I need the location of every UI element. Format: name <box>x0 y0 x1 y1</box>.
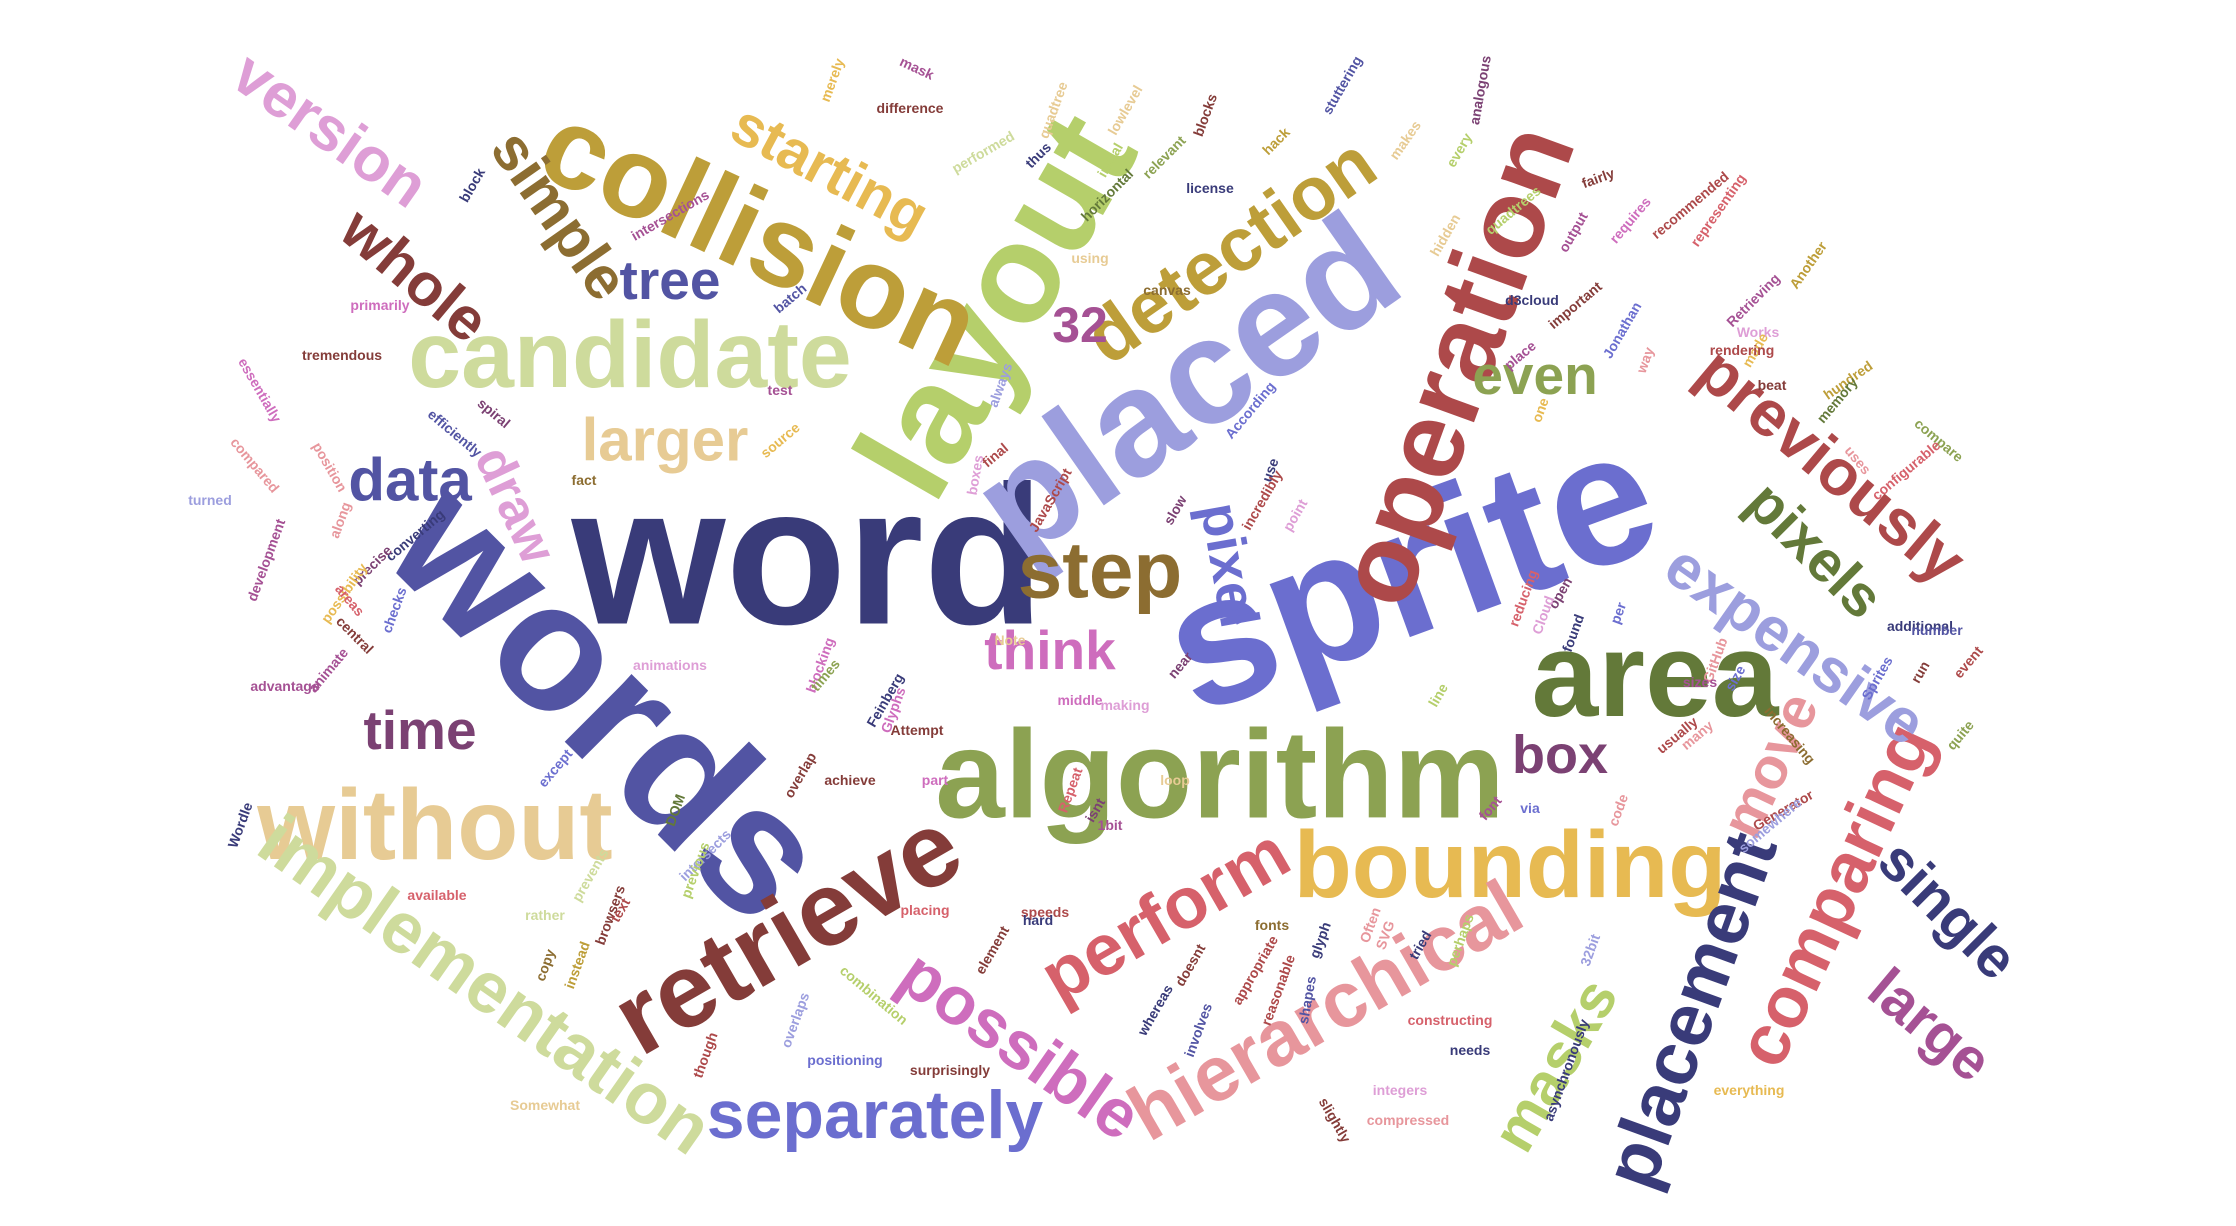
word-animate: animate <box>305 644 351 695</box>
word-per: per <box>1607 600 1630 626</box>
word-algorithm: algorithm <box>935 706 1504 845</box>
word-run: run <box>1907 658 1932 686</box>
word-primarily: primarily <box>350 297 409 313</box>
word-version: version <box>220 38 440 221</box>
word-blocks: blocks <box>1190 91 1220 138</box>
word-block: block <box>456 165 488 205</box>
word-without: without <box>256 769 612 881</box>
word-candidate: candidate <box>408 302 851 408</box>
word-way: way <box>1633 345 1658 376</box>
word-using: using <box>1071 250 1108 266</box>
word-compared: compared <box>227 434 282 496</box>
word-part: part <box>922 772 949 788</box>
word-attempt: Attempt <box>891 722 944 738</box>
word-1bit: 1bit <box>1098 817 1123 833</box>
word-needs: needs <box>1450 1042 1491 1058</box>
word-development: development <box>244 516 289 603</box>
word-sizes: sizes <box>1683 674 1717 690</box>
word-copy: copy <box>532 947 558 983</box>
word-tremendous: tremendous <box>302 347 382 363</box>
word-everything: everything <box>1714 1082 1785 1098</box>
word-hack: hack <box>1259 124 1293 158</box>
word-d3cloud: d3cloud <box>1505 292 1559 308</box>
word-quite: quite <box>1943 717 1977 753</box>
word-step: step <box>1018 526 1183 615</box>
word-loop: loop <box>1160 772 1190 788</box>
word-data: data <box>348 447 472 514</box>
word-area: area <box>1532 608 1780 742</box>
word-somewhat: Somewhat <box>510 1097 580 1113</box>
word-fact: fact <box>572 472 597 488</box>
word-additional: additional <box>1887 618 1953 634</box>
word-lowlevel: lowlevel <box>1104 82 1145 137</box>
word-separately: separately <box>707 1077 1044 1153</box>
word-makes: makes <box>1386 117 1424 162</box>
word-bounding: bounding <box>1294 812 1727 918</box>
word-position: position <box>309 439 350 494</box>
word-works: Works <box>1737 324 1780 340</box>
word-placing: placing <box>900 902 949 918</box>
word-canvas: canvas <box>1143 282 1191 298</box>
word-whereas: whereas <box>1134 982 1176 1040</box>
word-element: element <box>972 923 1012 977</box>
word-stuttering: stuttering <box>1319 53 1365 117</box>
word-32: 32 <box>1052 297 1108 353</box>
word-essentially: essentially <box>235 355 285 425</box>
word-positioning: positioning <box>807 1052 882 1068</box>
word-compressed: compressed <box>1367 1112 1449 1128</box>
word-rather: rather <box>525 907 565 923</box>
word-use: use <box>1258 456 1281 484</box>
word-available: available <box>407 887 466 903</box>
word-surprisingly: surprisingly <box>910 1062 990 1078</box>
word-boxes: boxes <box>964 453 987 496</box>
word-wordle: Wordle <box>224 800 255 850</box>
word-time: time <box>363 699 476 761</box>
word-tree: tree <box>620 249 721 311</box>
word-integers: integers <box>1373 1082 1428 1098</box>
word-instead: instead <box>561 939 593 991</box>
word-via: via <box>1520 800 1540 816</box>
word-box: box <box>1512 725 1608 785</box>
word-beat: beat <box>1758 377 1787 393</box>
word-animations: animations <box>633 657 707 673</box>
word-another: Another <box>1786 238 1830 292</box>
word-jonathan: Jonathan <box>1600 299 1645 361</box>
word-turned: turned <box>188 492 232 508</box>
word-event: event <box>1950 643 1986 682</box>
word-even: even <box>1472 344 1597 406</box>
word-making: making <box>1100 697 1149 713</box>
word-license: license <box>1186 180 1234 196</box>
word-along: along <box>326 500 354 541</box>
word-number: number <box>1911 622 1963 638</box>
word-note: Note <box>994 632 1025 648</box>
word-hard: hard <box>1023 912 1053 928</box>
word-32bit: 32bit <box>1577 932 1603 968</box>
word-word: word <box>571 445 1045 666</box>
word-difference: difference <box>877 100 944 116</box>
word-larger: larger <box>582 407 749 474</box>
word-mask: mask <box>897 53 936 83</box>
word-slightly: slightly <box>1316 1095 1354 1146</box>
word-achieve: achieve <box>824 772 876 788</box>
word-middle: middle <box>1057 692 1102 708</box>
word-merely: merely <box>817 56 848 104</box>
word-fonts: fonts <box>1255 917 1289 933</box>
word-test: test <box>768 382 793 398</box>
word-glyph: glyph <box>1306 920 1334 961</box>
word-advantage: advantage <box>250 678 319 694</box>
word-retrieving: Retrieving <box>1723 270 1783 330</box>
word-speeds: speeds <box>1021 904 1069 920</box>
word-requires: requires <box>1606 194 1654 247</box>
word-constructing: constructing <box>1408 1012 1493 1028</box>
word-think: think <box>984 619 1116 681</box>
word-rendering: rendering <box>1710 342 1775 358</box>
